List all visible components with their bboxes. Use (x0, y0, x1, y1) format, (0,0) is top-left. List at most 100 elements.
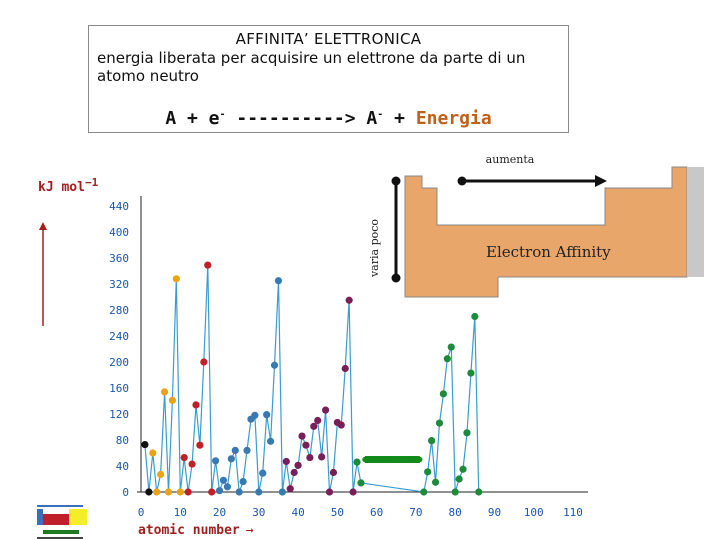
data-point (149, 449, 157, 457)
y-tick-label: 80 (116, 434, 129, 447)
data-point (145, 488, 153, 496)
y-tick-label: 40 (116, 460, 129, 473)
data-point (184, 488, 192, 496)
data-point (314, 416, 322, 425)
reaction-equation: A + e- ----------> A- + Energia (89, 108, 568, 129)
definition-box: AFFINITA’ ELETTRONICA energia liberata p… (88, 25, 569, 133)
lanthanide-point (397, 456, 403, 463)
y-tick-label: 120 (109, 408, 129, 421)
data-point (294, 461, 302, 469)
y-tick-label: 400 (109, 226, 129, 239)
data-point (208, 488, 216, 496)
data-point (337, 421, 345, 429)
data-point (428, 437, 436, 445)
lanthanide-point (405, 456, 411, 463)
data-point (439, 390, 447, 398)
data-point (176, 488, 184, 496)
x-tick-label: 60 (370, 506, 383, 519)
data-point (168, 396, 177, 404)
equation-energy-word: Energia (415, 108, 492, 129)
equation-sup-2: - (377, 109, 384, 120)
data-point (215, 487, 224, 495)
trend-arrow-right-start (457, 176, 467, 186)
lanthanide-point (366, 456, 372, 463)
data-point (153, 488, 161, 496)
lanthanide-band (362, 456, 423, 463)
data-point (286, 485, 294, 493)
trend-arrow-down-start (391, 176, 401, 186)
x-tick-label: 40 (291, 506, 304, 519)
data-point (420, 488, 428, 496)
data-point (318, 453, 326, 461)
data-point (353, 458, 361, 466)
data-point (263, 411, 271, 419)
definition-line-1: energia liberata per acquisire un elettr… (97, 49, 526, 67)
trend-arrow-down-end (391, 273, 401, 283)
trend-arrow-right-head (595, 175, 607, 187)
y-tick-label: 320 (109, 278, 129, 291)
periodic-table-outline (404, 166, 688, 298)
lanthanide-point (413, 456, 419, 463)
y-tick-label: 440 (109, 200, 129, 213)
x-tick-label: 50 (331, 506, 344, 519)
data-point (157, 470, 165, 479)
data-point (259, 469, 267, 477)
equation-sup-1: - (219, 109, 226, 120)
data-point (164, 488, 173, 496)
data-point (459, 465, 467, 473)
data-point (424, 468, 432, 476)
data-point (188, 460, 196, 468)
y-tick-label: 280 (109, 304, 129, 317)
x-tick-label: 110 (563, 506, 583, 519)
color-legend-swatch (37, 505, 87, 539)
data-point (235, 488, 243, 496)
slide-title: AFFINITA’ ELETTRONICA (235, 30, 422, 48)
data-point (160, 388, 169, 396)
definition-line-2: atomo neutro (97, 67, 199, 85)
data-point (219, 476, 228, 484)
data-point (231, 446, 239, 454)
data-point (255, 488, 263, 496)
data-point (321, 406, 330, 414)
data-points (141, 261, 483, 496)
data-point (243, 446, 251, 454)
data-point (270, 361, 279, 369)
data-point (278, 488, 286, 496)
data-point (239, 478, 247, 486)
data-point (302, 441, 310, 449)
data-point (349, 488, 357, 496)
lanthanide-point (385, 456, 392, 463)
y-tick-label: 200 (109, 356, 129, 369)
data-point (447, 343, 455, 351)
x-tick-label: 10 (174, 506, 187, 519)
y-tick-label: 360 (109, 252, 129, 265)
data-point (475, 488, 483, 496)
lanthanide-point (389, 456, 395, 463)
x-axis-label: atomic number → (138, 523, 254, 538)
inset-right-bar (687, 167, 704, 277)
data-point (204, 261, 212, 269)
data-point (227, 455, 235, 463)
equation-part-1: A + e (165, 108, 220, 129)
definition-text: energia liberata per acquisire un elettr… (97, 49, 559, 85)
y-tick-label: 160 (109, 382, 129, 395)
data-point (431, 478, 440, 486)
data-point (341, 364, 349, 373)
data-point (251, 411, 259, 419)
lanthanide-point (393, 456, 399, 463)
data-point (310, 422, 318, 430)
y-tick-label: 0 (122, 486, 129, 499)
data-point (467, 369, 475, 377)
x-tick-label: 70 (409, 506, 422, 519)
data-point (274, 277, 283, 285)
inset-label-varia-poco: varia poco (368, 219, 381, 278)
lanthanide-point (401, 456, 407, 463)
equation-part-3: + (383, 108, 416, 129)
data-point (443, 355, 451, 363)
inset-title: Electron Affinity (486, 243, 611, 261)
data-point (329, 468, 338, 477)
x-tick-label: 20 (213, 506, 226, 519)
inset-label-aumenta: aumenta (486, 153, 535, 166)
lanthanide-point (381, 456, 388, 463)
lanthanide-point (370, 456, 376, 463)
